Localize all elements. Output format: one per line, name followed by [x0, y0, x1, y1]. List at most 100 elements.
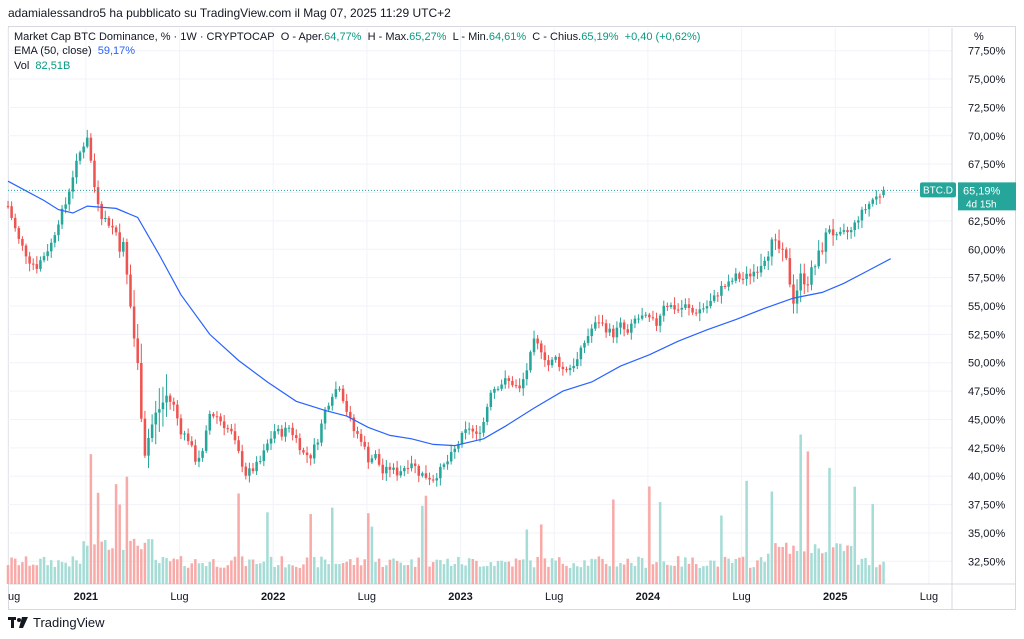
- volume-bar: [485, 566, 489, 584]
- candle-body: [406, 468, 410, 470]
- candle-body: [298, 438, 302, 451]
- volume-bar: [741, 556, 745, 584]
- volume-bar: [190, 563, 194, 584]
- candle-body: [457, 444, 460, 449]
- volume-bar: [410, 559, 413, 584]
- candle-body: [525, 370, 529, 380]
- volume-bar: [777, 546, 781, 584]
- candle-body: [28, 256, 31, 264]
- volume-bar: [619, 562, 622, 584]
- candle-body: [129, 274, 132, 307]
- volume-bar: [93, 544, 96, 584]
- candle-body: [154, 412, 157, 425]
- volume-bar: [255, 563, 258, 584]
- price-axis-unit: %: [974, 31, 984, 43]
- volume-bar: [233, 556, 237, 584]
- candle-body: [867, 203, 871, 210]
- volume-bar: [104, 540, 107, 584]
- candle-body: [806, 284, 810, 286]
- tradingview-logo[interactable]: TradingView: [8, 615, 105, 630]
- volume-bar: [669, 565, 673, 584]
- volume-bar: [676, 556, 680, 584]
- candle-body: [835, 234, 838, 236]
- candle-body: [676, 309, 680, 311]
- candle-body: [482, 421, 485, 433]
- volume-bar: [388, 559, 392, 584]
- price-axis: 32,50% 35,00% 37,50% 40,00% 42,50% 45,00% 47,5…: [968, 46, 1006, 569]
- volume-bar: [579, 567, 583, 584]
- candle-body: [828, 229, 831, 233]
- candle-body: [539, 343, 543, 353]
- volume-bar: [82, 541, 85, 584]
- volume-bar: [114, 484, 118, 584]
- volume-bar: [514, 558, 518, 584]
- candle-body: [266, 443, 269, 451]
- candle-body: [39, 260, 42, 269]
- volume-bar: [734, 558, 738, 584]
- candle-body: [784, 249, 788, 259]
- candle-body: [842, 230, 846, 232]
- candle-body: [356, 431, 359, 434]
- candle-body: [662, 305, 666, 316]
- price-axis-label: 55,00%: [968, 301, 1006, 313]
- candle-body: [467, 428, 471, 430]
- candle-body: [439, 466, 442, 479]
- candle-body: [78, 152, 82, 161]
- volume-bar: [258, 563, 262, 584]
- volume-bar: [413, 566, 417, 584]
- volume-bar: [435, 559, 439, 584]
- volume-bar: [810, 552, 813, 584]
- legend-ema-row[interactable]: EMA (50, close) 59,17%: [14, 45, 135, 57]
- candle-body: [64, 204, 67, 209]
- candle-body: [669, 305, 673, 307]
- volume-bar: [406, 565, 410, 584]
- volume-bar: [273, 566, 276, 584]
- candle-body: [132, 306, 136, 339]
- candle-body: [514, 385, 518, 387]
- legend-vol-row[interactable]: Vol 82,51B: [14, 60, 70, 72]
- candle-body: [521, 379, 525, 389]
- candle-body: [323, 409, 327, 424]
- volume-bar: [331, 507, 334, 584]
- candle-body: [158, 409, 161, 413]
- time-axis-label: Lug: [170, 591, 188, 603]
- volume-bar: [248, 559, 251, 584]
- volume-bar: [71, 556, 75, 584]
- volume-bar: [367, 513, 370, 584]
- candle-body: [341, 388, 345, 401]
- volume-bar: [857, 564, 860, 584]
- volume-bar: [10, 557, 13, 584]
- candle-body: [651, 317, 655, 319]
- volume-bar: [875, 567, 878, 584]
- candle-body: [792, 284, 795, 304]
- candle-body: [67, 191, 71, 205]
- volume-bar: [730, 562, 734, 584]
- price-tag-symbol-bg: [920, 182, 956, 198]
- price-axis-label: 50,00%: [968, 358, 1006, 370]
- candle-body: [150, 424, 154, 438]
- candle-body: [435, 478, 439, 481]
- candle-body: [763, 260, 766, 266]
- candle-body: [287, 427, 291, 429]
- candle-body: [449, 452, 453, 462]
- volume-bar: [13, 558, 17, 584]
- price-axis-label: 52,50%: [968, 329, 1006, 341]
- candle-body: [774, 239, 777, 241]
- candle-body: [478, 432, 482, 434]
- chart-pane[interactable]: [8, 26, 1016, 610]
- volume-bar: [356, 557, 359, 584]
- price-axis-label: 62,50%: [968, 216, 1006, 228]
- candle-body: [586, 336, 590, 343]
- volume-bar: [125, 476, 129, 584]
- price-axis-label: 77,50%: [968, 46, 1006, 58]
- candle-body: [770, 239, 774, 257]
- candle-body: [579, 347, 583, 360]
- volume-bar: [417, 557, 421, 584]
- volume-bar: [316, 567, 320, 584]
- legend-low-label: L - Min.: [452, 31, 489, 43]
- candle-body: [496, 388, 500, 390]
- legend-vol-value: 82,51B: [35, 60, 71, 72]
- volume-bar: [702, 566, 705, 584]
- volume-bar: [392, 558, 395, 584]
